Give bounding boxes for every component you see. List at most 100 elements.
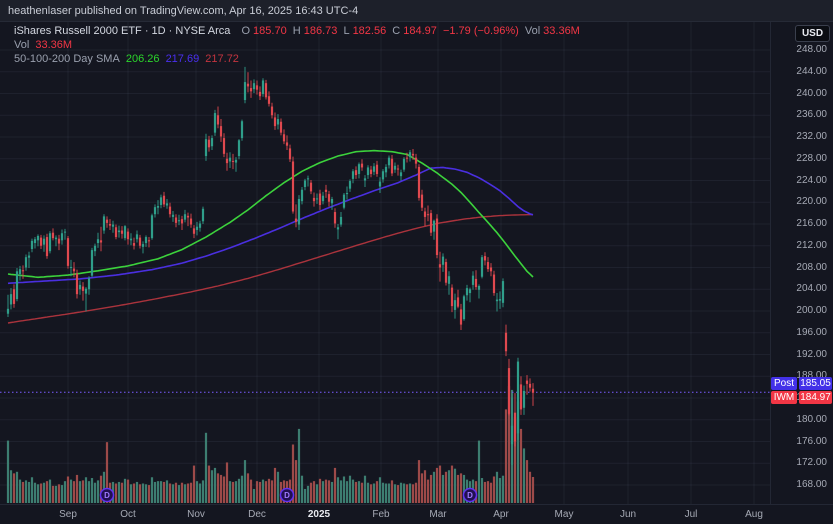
candle-body bbox=[528, 383, 532, 388]
candle-body bbox=[411, 153, 415, 156]
volume-bar bbox=[243, 460, 247, 503]
dividend-letter: D bbox=[284, 491, 290, 500]
volume-bar bbox=[99, 475, 103, 503]
volume-bar bbox=[129, 484, 133, 503]
volume-bar bbox=[60, 485, 64, 503]
candle-body bbox=[465, 288, 469, 296]
volume-bar bbox=[249, 479, 253, 503]
last-price-badge: 184.97 bbox=[799, 391, 832, 405]
volume-bar bbox=[51, 485, 55, 503]
candle-body bbox=[255, 85, 259, 90]
candle-body bbox=[483, 256, 487, 261]
volume-bar bbox=[231, 481, 235, 503]
legend-row-sma: 50-100-200 Day SMA 206.26 217.69 217.72 bbox=[14, 53, 242, 65]
candle-body bbox=[270, 106, 274, 116]
candle-body bbox=[300, 189, 304, 202]
volume-bar bbox=[381, 482, 385, 503]
candle-body bbox=[228, 157, 232, 162]
volume-bar bbox=[432, 471, 436, 503]
price-axis-label: 168.00 bbox=[796, 479, 827, 490]
price-axis-label: 236.00 bbox=[796, 109, 827, 121]
candle-body bbox=[303, 180, 307, 188]
volume-bar bbox=[342, 476, 346, 503]
volume-bar bbox=[321, 481, 325, 503]
volume-bar bbox=[165, 480, 169, 503]
volume-bar bbox=[30, 477, 34, 503]
volume-bar bbox=[6, 440, 10, 503]
volume-bar bbox=[375, 481, 379, 503]
candle-body bbox=[36, 235, 40, 241]
volume-bar bbox=[525, 460, 529, 503]
volume-bar bbox=[507, 386, 511, 503]
dividend-marker[interactable]: D bbox=[99, 487, 115, 503]
candle-body bbox=[168, 206, 172, 215]
candle-body bbox=[378, 181, 382, 187]
candle-body bbox=[462, 296, 466, 320]
volume-bar bbox=[303, 488, 307, 503]
volume-bar bbox=[72, 481, 76, 503]
volume-bar bbox=[201, 480, 205, 503]
volume-bar bbox=[222, 476, 226, 503]
candle-body bbox=[267, 96, 271, 104]
volume-bar bbox=[246, 473, 250, 503]
candles-layer bbox=[6, 66, 535, 465]
price-axis-label: 172.00 bbox=[796, 457, 827, 469]
volume-bar bbox=[450, 465, 454, 503]
volume-bar bbox=[39, 483, 43, 503]
volume-bar bbox=[324, 479, 328, 503]
volume-bar bbox=[75, 474, 79, 503]
volume-bar bbox=[186, 483, 190, 503]
candle-body bbox=[435, 218, 439, 255]
time-axis-label: Aug bbox=[745, 509, 763, 520]
volume-bar bbox=[348, 475, 352, 503]
volume-bar bbox=[174, 482, 178, 503]
volume-bar bbox=[192, 465, 196, 503]
candle-body bbox=[318, 193, 322, 205]
time-axis[interactable]: Sep Oct Nov Dec 2025 Feb Mar Apr May Jun Jul Aug bbox=[0, 504, 833, 524]
dividend-circle-icon bbox=[462, 487, 478, 503]
volume-bar bbox=[216, 473, 220, 503]
volume-bar bbox=[387, 483, 391, 503]
dividend-marker[interactable]: D bbox=[279, 487, 295, 503]
volume-bar bbox=[258, 481, 262, 503]
candle-body bbox=[246, 83, 250, 87]
volume-bar bbox=[126, 479, 130, 503]
currency-toggle-button[interactable]: USD bbox=[795, 25, 830, 42]
volume-bar bbox=[198, 483, 202, 503]
volume-bar bbox=[369, 484, 373, 503]
candle-body bbox=[129, 238, 133, 241]
candle-body bbox=[240, 121, 244, 139]
volume-study-label[interactable]: Vol bbox=[14, 39, 30, 51]
symbol-title[interactable]: iShares Russell 2000 ETF · 1D · NYSE Arc… bbox=[14, 25, 231, 37]
volume-bar bbox=[228, 481, 232, 503]
volume-bar bbox=[414, 482, 418, 503]
dividend-circle-icon bbox=[99, 487, 115, 503]
volume-bar bbox=[48, 479, 52, 503]
time-axis-label: Sep bbox=[59, 509, 77, 520]
volume-bar bbox=[291, 444, 295, 503]
sma50-line bbox=[7, 149, 534, 279]
sma-study-label[interactable]: 50-100-200 Day SMA bbox=[14, 53, 120, 65]
candle-body bbox=[360, 163, 364, 168]
volume-bar bbox=[411, 484, 415, 503]
volume-bar bbox=[393, 484, 397, 503]
candle-body bbox=[186, 215, 190, 218]
volume-bar bbox=[240, 475, 244, 503]
volume-value: 33.36M bbox=[543, 25, 580, 37]
candle-body bbox=[183, 214, 187, 220]
price-axis[interactable]: 248.00 244.00 240.00 236.00 232.00 228.00 224.… bbox=[770, 22, 833, 504]
candle-body bbox=[471, 275, 475, 285]
candle-body bbox=[315, 198, 319, 200]
volume-bar bbox=[336, 477, 340, 503]
candle-body bbox=[375, 164, 379, 174]
volume-bar bbox=[522, 448, 526, 503]
candle-body bbox=[264, 83, 268, 98]
price-axis-label: 240.00 bbox=[796, 87, 827, 99]
dividend-marker[interactable]: D bbox=[462, 487, 478, 503]
volume-bar bbox=[276, 471, 280, 503]
candle-body bbox=[12, 289, 16, 304]
high-value: 186.73 bbox=[303, 25, 338, 37]
volume-bar bbox=[498, 478, 502, 503]
